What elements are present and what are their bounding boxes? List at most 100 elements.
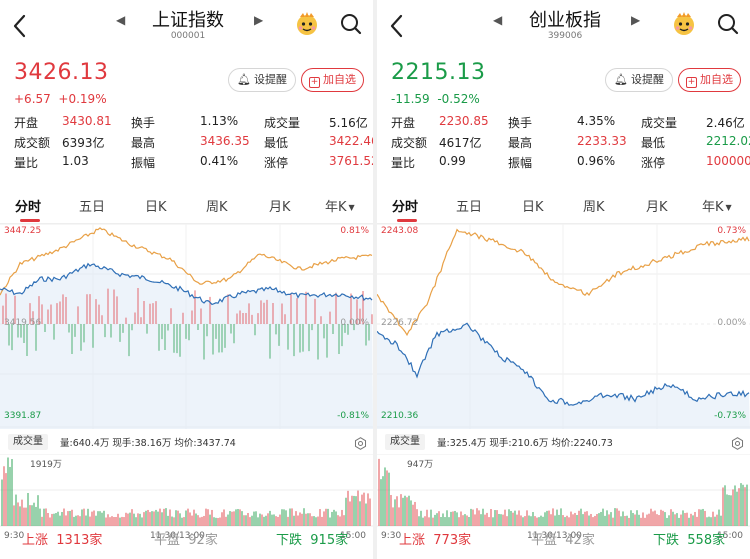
tab-3[interactable]: 周K (583, 196, 605, 215)
mascot-icon[interactable] (671, 10, 697, 36)
volume-max: 1919万 (30, 460, 62, 470)
stat-label: 成交额 (391, 136, 428, 150)
volume-selector[interactable]: 成交量 (385, 434, 425, 450)
chevron-down-icon: ▼ (725, 203, 732, 212)
tab-4[interactable]: 月K (269, 196, 291, 215)
tab-label: 五日 (456, 200, 483, 215)
tab-1[interactable]: 五日 (456, 196, 482, 215)
tab-0[interactable]: 分时 (392, 196, 418, 215)
stat-label: 换手 (508, 116, 533, 130)
prev-arrow-icon[interactable]: ◀ (493, 13, 503, 27)
gear-icon[interactable] (731, 435, 744, 450)
stat-value: 2230.85 (439, 114, 489, 128)
price-change: +6.57 +0.19% (14, 92, 107, 106)
stat-value: 100000.0 (706, 154, 750, 168)
volume-bar: 成交量 量:640.4万 现手:38.16万 均价:3437.74 (0, 432, 373, 452)
stats-grid: 开盘 2230.85 换手 4.35% 成交量 2.46亿 成交额 4617亿 最高 2233.3… (391, 114, 750, 174)
unchanged: 平盘 42家 (531, 529, 595, 548)
set-alert-button[interactable]: 🔔︎ 设提醒 (605, 68, 673, 92)
axis-top-pct: 0.73% (717, 226, 746, 236)
back-arrow-icon[interactable] (387, 12, 407, 40)
advancers-count: 773家 (433, 533, 472, 548)
advancers-label: 上涨 (399, 533, 426, 548)
unchanged-count: 42家 (565, 533, 595, 548)
tab-label: 分时 (15, 200, 42, 215)
index-code: 000001 (170, 31, 206, 41)
search-icon[interactable] (716, 12, 740, 36)
intraday-chart: 2243.08 0.73% 2226.72 0.00% 2210.36 -0.7… (377, 224, 750, 429)
stats-row: 量比 1.03 振幅 0.41% 涨停 3761.52 (14, 154, 373, 174)
unchanged-count: 92家 (188, 533, 218, 548)
gear-icon[interactable] (354, 435, 367, 450)
tab-2[interactable]: 日K (522, 196, 544, 215)
add-watchlist-label: 加自选 (323, 73, 356, 86)
add-watchlist-icon: + (686, 77, 697, 88)
add-watchlist-button[interactable]: + 加自选 (301, 68, 364, 92)
stats-row: 量比 0.99 振幅 0.96% 涨停 100000.0 (391, 154, 750, 174)
prev-arrow-icon[interactable]: ◀ (116, 13, 126, 27)
stat-value: 3436.35 (200, 134, 250, 148)
stat-label: 最低 (641, 136, 666, 150)
tab-0[interactable]: 分时 (15, 196, 41, 215)
time-close: 15:00 (717, 531, 743, 541)
tab-label: 分时 (392, 200, 419, 215)
stat-label: 振幅 (508, 156, 533, 170)
tab-label: 年K (702, 200, 724, 215)
price-line (0, 262, 373, 306)
unchanged-label: 平盘 (154, 533, 181, 548)
stat-value: 4617亿 (439, 136, 482, 150)
stat-label: 振幅 (131, 156, 156, 170)
advancers-label: 上涨 (22, 533, 49, 548)
axis-bottom-pct: -0.73% (714, 411, 746, 421)
tab-2[interactable]: 日K (145, 196, 167, 215)
decliners-label: 下跌 (653, 533, 680, 548)
stats-grid: 开盘 3430.81 换手 1.13% 成交量 5.16亿 成交额 6393亿 最高 3436.3… (14, 114, 373, 174)
stat-value: 3430.81 (62, 114, 112, 128)
average-price-line (377, 228, 750, 337)
stat-value: 0.96% (577, 154, 616, 168)
stat-value: 5.16亿 (329, 116, 368, 130)
tab-5[interactable]: 年K ▼ (325, 196, 355, 215)
index-name: 上证指数 (152, 10, 224, 31)
panel-chinext-index: ◀ 创业板指 399006 ▶ 2215.13 -11.59 -0.52% 🔔︎… (377, 0, 750, 559)
panel-divider (373, 0, 377, 559)
tab-1[interactable]: 五日 (79, 196, 105, 215)
stat-label: 成交量 (641, 116, 678, 130)
next-arrow-icon[interactable]: ▶ (631, 13, 641, 27)
add-watchlist-button[interactable]: + 加自选 (678, 68, 741, 92)
search-icon[interactable] (339, 12, 363, 36)
intraday-chart-svg (377, 224, 750, 429)
volume-chart-svg (0, 453, 373, 527)
stat-label: 涨停 (264, 156, 289, 170)
tab-3[interactable]: 周K (206, 196, 228, 215)
unchanged: 平盘 92家 (154, 529, 218, 548)
price-area (377, 323, 750, 429)
axis-top-pct: 0.81% (340, 226, 369, 236)
decliners-count: 915家 (310, 533, 349, 548)
stat-value: 2.46亿 (706, 116, 745, 130)
mascot-icon[interactable] (294, 10, 320, 36)
stat-label: 开盘 (391, 116, 416, 130)
change-value: +6.57 (14, 92, 51, 106)
market-breadth: 上涨 773家 平盘 42家 下跌 558家 (377, 527, 750, 559)
change-value: -11.59 (391, 92, 430, 106)
axis-mid-price: 3419.56 (4, 318, 42, 328)
tab-5[interactable]: 年K ▼ (702, 196, 732, 215)
axis-bottom-price: 2210.36 (381, 411, 419, 421)
volume-max: 947万 (407, 460, 434, 470)
stat-value: 0.41% (200, 154, 239, 168)
stat-label: 成交额 (14, 136, 51, 150)
back-arrow-icon[interactable] (10, 12, 30, 40)
volume-info: 量:325.4万 现手:210.6万 均价:2240.73 (437, 438, 613, 449)
advancers-count: 1313家 (56, 533, 103, 548)
volume-selector[interactable]: 成交量 (8, 434, 48, 450)
intraday-chart: 3447.25 0.81% 3419.56 0.00% 3391.87 -0.8… (0, 224, 373, 429)
stat-label: 成交量 (264, 116, 301, 130)
stat-value: 2212.02 (706, 134, 750, 148)
stat-value: 3761.52 (329, 154, 373, 168)
next-arrow-icon[interactable]: ▶ (254, 13, 264, 27)
axis-mid-price: 2226.72 (381, 318, 419, 328)
tab-4[interactable]: 月K (646, 196, 668, 215)
set-alert-button[interactable]: 🔔︎ 设提醒 (228, 68, 296, 92)
time-close: 15:00 (340, 531, 366, 541)
